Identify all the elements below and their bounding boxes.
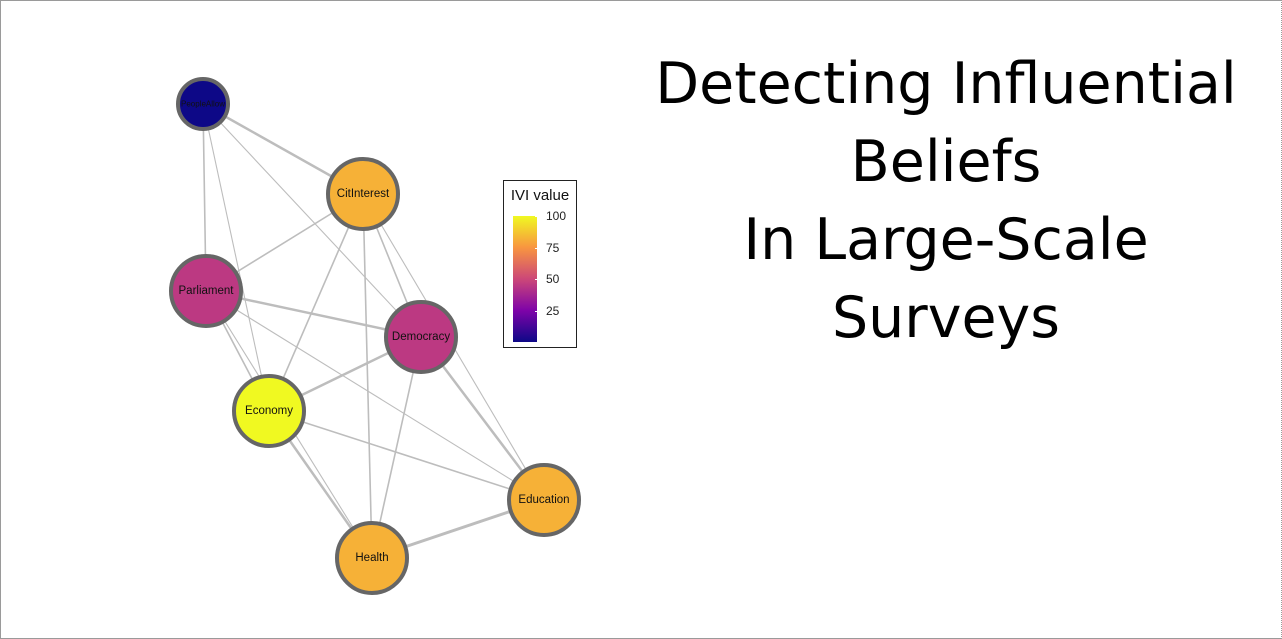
network-diagram: PeopleAllow CitInterest Parliament Democrac… — [169, 77, 581, 595]
node-parliament: Parliament — [169, 254, 243, 328]
node-circle — [176, 77, 230, 131]
edge-citinterest-health — [362, 193, 373, 559]
node-circle — [169, 254, 243, 328]
edge-peopleallow-democracy — [202, 103, 422, 338]
node-peopleallow: PeopleAllow — [176, 77, 230, 131]
legend-tick — [535, 247, 539, 249]
node-label: Health — [355, 552, 388, 564]
node-circle — [232, 374, 306, 448]
node-education: Education — [507, 463, 581, 537]
node-democracy: Democracy — [384, 300, 458, 374]
node-label: PeopleAllow — [181, 100, 225, 109]
edge-democracy-health — [371, 336, 422, 559]
legend-tick — [535, 310, 539, 312]
node-citinterest: CitInterest — [326, 157, 400, 231]
node-label: CitInterest — [337, 188, 390, 200]
node-label: Education — [518, 494, 569, 506]
node-circle — [507, 463, 581, 537]
legend-tick-label: 100 — [546, 209, 567, 223]
node-health: Health — [335, 521, 409, 595]
node-economy: Economy — [232, 374, 306, 448]
legend-title: IVI value — [510, 187, 570, 204]
node-circle — [384, 300, 458, 374]
network-nodes: PeopleAllow CitInterest Parliament Democrac… — [169, 77, 581, 595]
node-circle — [326, 157, 400, 231]
legend-tick-label: 75 — [546, 240, 560, 255]
edge-peopleallow-economy — [202, 103, 270, 412]
slide-title-line: Beliefs — [850, 129, 1042, 195]
ivi-legend: IVI value 100 75 50 25 — [503, 180, 577, 348]
edge-economy-education — [268, 410, 545, 501]
legend-tick-label: 25 — [546, 303, 560, 318]
edge-citinterest-economy — [268, 193, 364, 412]
legend-color-bar — [513, 216, 537, 342]
legend-tick-label: 50 — [546, 272, 560, 286]
node-label: Democracy — [392, 331, 450, 343]
legend-tick — [535, 216, 539, 217]
legend-tick — [535, 279, 539, 280]
node-label: Parliament — [179, 285, 235, 297]
slide-title: Detecting Influential Beliefs In Large-S… — [636, 45, 1256, 357]
slide-title-line: In Large-Scale — [743, 207, 1149, 273]
node-circle — [335, 521, 409, 595]
slide-title-line: Surveys — [832, 285, 1060, 351]
node-label: Economy — [245, 405, 293, 417]
slide-title-line: Detecting Influential — [655, 51, 1237, 117]
edge-parliament-education — [205, 290, 545, 501]
